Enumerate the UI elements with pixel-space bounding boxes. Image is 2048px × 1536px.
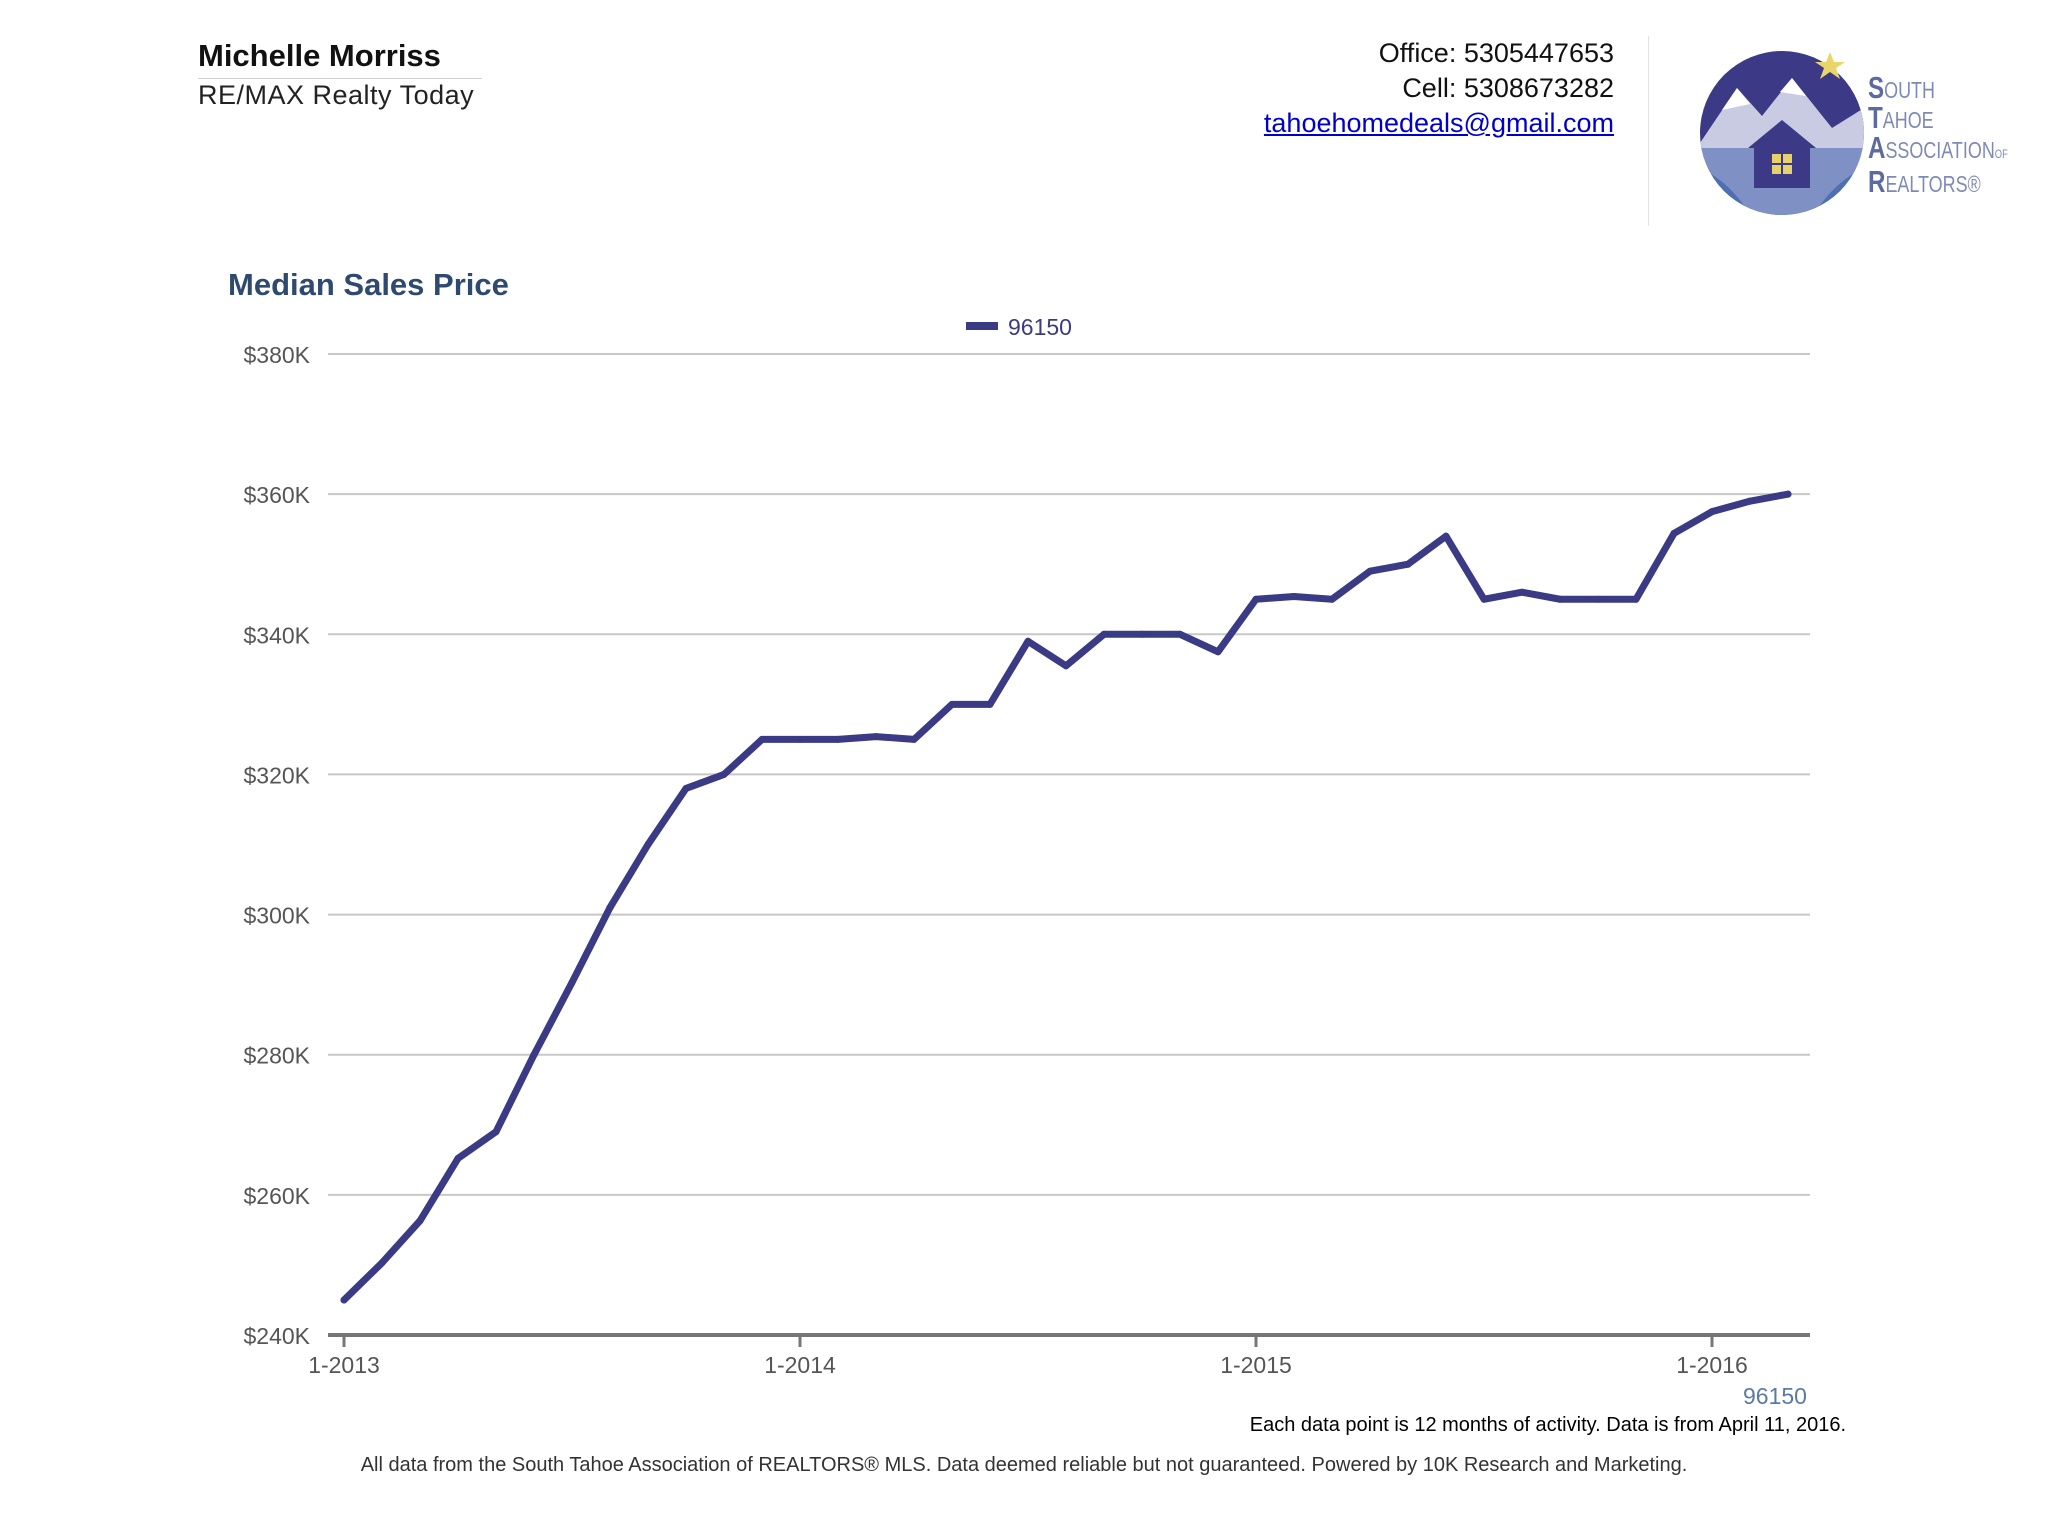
data-note: Each data point is 12 months of activity… (1249, 1414, 1846, 1436)
data-point (1404, 560, 1412, 568)
x-axis-series-label: 96150 (1743, 1383, 1807, 1409)
data-point (416, 1217, 424, 1225)
agent-company: RE/MAX Realty Today (198, 80, 475, 110)
data-point (834, 735, 842, 743)
data-point (1252, 595, 1260, 603)
data-point (758, 735, 766, 743)
data-point (1442, 532, 1450, 540)
data-point (454, 1154, 462, 1162)
data-point (1366, 567, 1374, 575)
star-logo-icon (1700, 51, 1864, 215)
x-tick-label: 1-2015 (1220, 1352, 1292, 1378)
logo-cap-s: S (1868, 70, 1885, 105)
data-point (1670, 529, 1678, 537)
data-point (1100, 630, 1108, 638)
data-point (1328, 595, 1336, 603)
data-point (1138, 630, 1146, 638)
legend-label: 96150 (1008, 314, 1072, 340)
data-point (340, 1296, 348, 1304)
logo-line-3-suffix: OF (1994, 147, 2008, 161)
data-point (796, 735, 804, 743)
logo-line-3: SSOCIATION (1885, 137, 1995, 163)
contact-block: Office: 5305447653 Cell: 5308673282 taho… (1264, 36, 1614, 141)
footer-disclaimer: All data from the South Tahoe Associatio… (360, 1454, 1688, 1476)
data-point (910, 735, 918, 743)
data-point (1290, 592, 1298, 600)
data-point (1784, 490, 1792, 498)
agent-name: Michelle Morriss (198, 38, 482, 79)
x-tick-label: 1-2016 (1676, 1352, 1748, 1378)
legend-swatch (966, 322, 998, 330)
data-point (1062, 662, 1070, 670)
data-point (948, 700, 956, 708)
data-point (568, 979, 576, 987)
logo-line-4: EALTORS® (1885, 171, 1981, 197)
logo-cap-t: T (1868, 100, 1883, 135)
email-link[interactable]: tahoehomedeals@gmail.com (1263, 108, 1614, 138)
cell-phone: Cell: 5308673282 (1402, 73, 1614, 103)
data-point (606, 904, 614, 912)
logo-cap-a: A (1868, 130, 1886, 165)
data-point (1594, 595, 1602, 603)
data-point (1746, 497, 1754, 505)
y-tick-label: $380K (243, 342, 310, 368)
logo-line-2: AHOE (1882, 107, 1934, 133)
logo-text: SOUTH TAHOE ASSOCIATIONOF REALTORS® (1868, 72, 2008, 199)
logo-cap-r: R (1868, 164, 1886, 199)
y-tick-label: $320K (243, 762, 310, 788)
data-point (1632, 595, 1640, 603)
y-tick-label: $360K (243, 482, 310, 508)
data-point (1176, 630, 1184, 638)
data-point (1708, 508, 1716, 516)
series-line-96150 (340, 490, 1792, 1304)
chart-title: Median Sales Price (228, 267, 509, 302)
header-divider (1648, 36, 1649, 226)
x-tick-label: 1-2013 (308, 1352, 380, 1378)
data-point (644, 841, 652, 848)
data-point (1480, 595, 1488, 603)
y-tick-label: $240K (243, 1323, 310, 1349)
data-point (720, 770, 728, 778)
data-point (682, 784, 690, 792)
data-point (872, 733, 880, 741)
data-point (492, 1128, 500, 1136)
data-point (1024, 637, 1032, 645)
y-tick-label: $280K (243, 1043, 310, 1069)
y-tick-label: $300K (243, 903, 310, 929)
data-point (1518, 588, 1526, 596)
data-point (530, 1051, 538, 1059)
data-point (986, 700, 994, 708)
data-point (378, 1259, 386, 1267)
logo-line-1: OUTH (1884, 77, 1935, 103)
data-point (1556, 595, 1564, 603)
y-tick-label: $340K (243, 622, 310, 648)
x-tick-label: 1-2014 (764, 1352, 836, 1378)
data-point (1214, 648, 1222, 656)
office-phone: Office: 5305447653 (1378, 38, 1614, 68)
y-tick-label: $260K (243, 1183, 310, 1209)
